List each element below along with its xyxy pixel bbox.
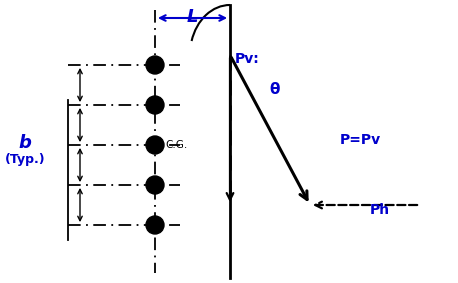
Text: b: b bbox=[19, 134, 32, 152]
Text: (Typ.): (Typ.) bbox=[5, 153, 45, 166]
Text: L: L bbox=[186, 8, 198, 26]
Text: Ph: Ph bbox=[370, 203, 390, 217]
Circle shape bbox=[146, 216, 164, 234]
Text: Pv:: Pv: bbox=[235, 52, 260, 66]
Text: P=Pv: P=Pv bbox=[340, 133, 381, 147]
Circle shape bbox=[146, 96, 164, 114]
Circle shape bbox=[146, 136, 164, 154]
Text: θ: θ bbox=[270, 83, 280, 98]
Text: C.G.: C.G. bbox=[165, 140, 187, 150]
Circle shape bbox=[146, 176, 164, 194]
Circle shape bbox=[146, 56, 164, 74]
